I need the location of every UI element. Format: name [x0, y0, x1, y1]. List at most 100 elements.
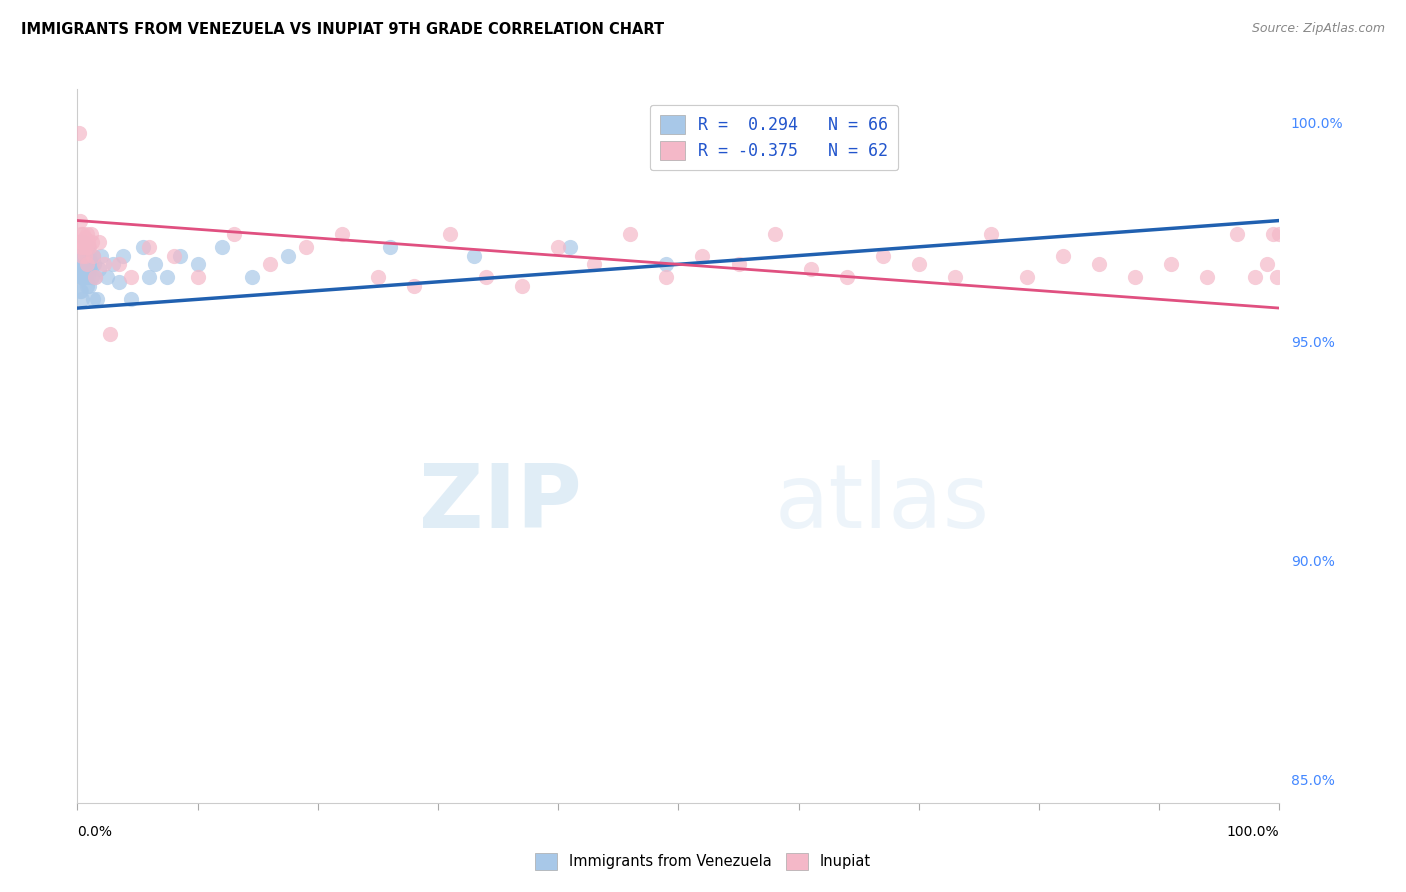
Point [943, 270, 966, 285]
Point [70, 270, 93, 285]
Point [655, 257, 678, 271]
Point [75, 240, 97, 254]
Point [67, 126, 90, 140]
Point [547, 240, 569, 254]
Point [70, 244, 93, 259]
Text: IMMIGRANTS FROM VENEZUELA VS INUPIAT 9TH GRADE CORRELATION CHART: IMMIGRANTS FROM VENEZUELA VS INUPIAT 9TH… [21, 22, 664, 37]
Point [67, 249, 90, 263]
Point [72, 244, 94, 259]
Point [80, 235, 103, 250]
Point [76, 249, 98, 263]
Point [872, 249, 894, 263]
Point [79, 227, 101, 241]
Text: 95.0%: 95.0% [1291, 336, 1334, 351]
Text: atlas: atlas [775, 459, 990, 547]
Point [1197, 270, 1219, 285]
Point [259, 257, 281, 271]
Point [1015, 270, 1038, 285]
Point [1265, 270, 1288, 285]
Point [73, 249, 96, 263]
Point [70, 257, 93, 271]
Point [145, 257, 167, 271]
Point [70, 284, 93, 298]
Point [75, 249, 97, 263]
Point [73, 249, 96, 263]
Point [111, 249, 134, 263]
Point [240, 270, 263, 285]
Point [367, 270, 389, 285]
Point [82, 249, 104, 263]
Point [655, 270, 678, 285]
Point [87, 261, 110, 276]
Point [70, 235, 93, 250]
Point [120, 293, 142, 307]
Point [70, 261, 93, 276]
Text: 90.0%: 90.0% [1291, 555, 1334, 569]
Point [70, 235, 93, 250]
Point [835, 270, 858, 285]
Point [69, 213, 91, 227]
Point [583, 257, 606, 271]
Point [69, 235, 91, 250]
Text: ZIP: ZIP [419, 459, 582, 547]
Point [908, 257, 931, 271]
Point [1052, 249, 1074, 263]
Point [1263, 227, 1285, 241]
Point [70, 293, 93, 307]
Point [70, 235, 93, 250]
Point [75, 270, 97, 285]
Point [96, 270, 118, 285]
Point [402, 279, 425, 293]
Text: 0.0%: 0.0% [77, 825, 112, 839]
Point [439, 227, 461, 241]
Point [132, 240, 155, 254]
Point [763, 227, 786, 241]
Point [79, 240, 101, 254]
Point [1226, 227, 1249, 241]
Point [72, 235, 94, 250]
Point [70, 240, 93, 254]
Point [82, 293, 104, 307]
Point [108, 275, 131, 289]
Point [330, 227, 353, 241]
Point [72, 227, 94, 241]
Point [90, 249, 112, 263]
Point [211, 240, 233, 254]
Point [138, 270, 160, 285]
Point [84, 270, 107, 285]
Legend: R =  0.294   N = 66, R = -0.375   N = 62: R = 0.294 N = 66, R = -0.375 N = 62 [650, 104, 898, 169]
Point [475, 270, 498, 285]
Point [98, 327, 121, 342]
Point [692, 249, 714, 263]
Point [186, 257, 209, 271]
Point [77, 235, 100, 250]
Point [138, 240, 160, 254]
Point [69, 261, 91, 276]
Point [77, 257, 100, 271]
Point [86, 293, 108, 307]
Point [103, 257, 125, 271]
Point [69, 270, 91, 285]
Point [1244, 270, 1267, 285]
Point [82, 249, 104, 263]
Point [1088, 257, 1111, 271]
Point [70, 249, 93, 263]
Point [76, 257, 98, 271]
Point [169, 249, 191, 263]
Point [120, 270, 142, 285]
Point [83, 257, 105, 271]
Point [79, 249, 101, 263]
Point [1160, 257, 1182, 271]
Point [79, 261, 101, 276]
Point [156, 270, 179, 285]
Point [93, 257, 115, 271]
Point [77, 240, 100, 254]
Text: 100.0%: 100.0% [1227, 825, 1279, 839]
Point [73, 231, 96, 245]
Point [87, 235, 110, 250]
Point [69, 235, 91, 250]
Point [72, 257, 94, 271]
Point [1256, 257, 1278, 271]
Point [619, 227, 641, 241]
Point [76, 261, 98, 276]
